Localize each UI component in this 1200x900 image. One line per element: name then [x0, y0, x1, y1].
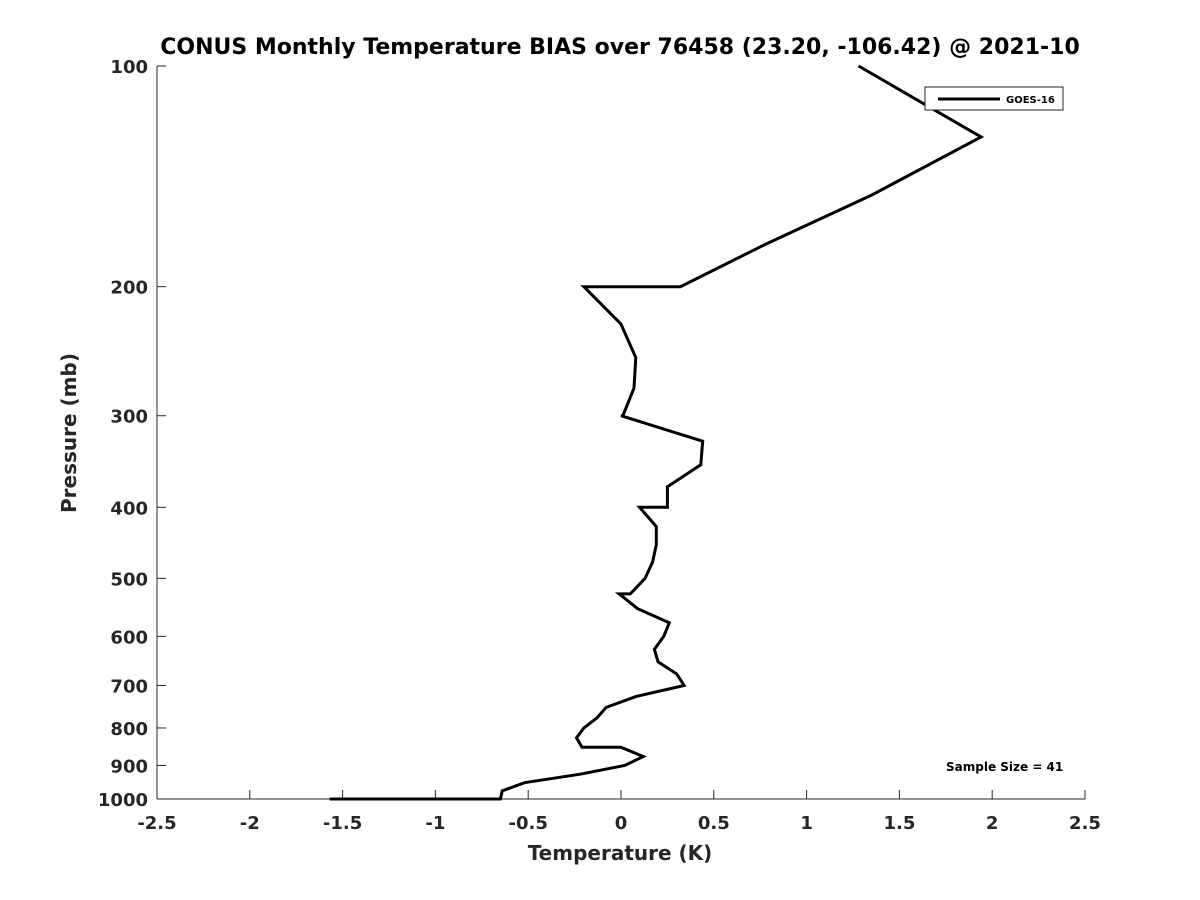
sample-size-annotation: Sample Size = 41	[946, 760, 1063, 774]
series-line-goes-16	[329, 64, 985, 801]
chart-title: CONUS Monthly Temperature BIAS over 7645…	[160, 35, 1080, 60]
y-tick-label: 700	[110, 676, 148, 697]
legend-label-goes-16: GOES-16	[1006, 95, 1055, 106]
x-tick-label: -2.5	[137, 813, 176, 834]
x-tick-label: 0	[615, 813, 628, 834]
x-tick-label: 2.5	[1069, 813, 1101, 834]
y-tick-label: 600	[110, 627, 148, 648]
y-tick-label: 1000	[98, 790, 148, 811]
x-axis-ticks: -2.5 -2 -1.5 -1 -0.5 0 0.5 1 1.5 2 2.5	[137, 790, 1101, 834]
x-tick-label: 0.5	[698, 813, 730, 834]
y-tick-label: 300	[110, 407, 148, 428]
y-tick-label: 100	[110, 57, 148, 78]
legend: GOES-16	[924, 86, 1064, 111]
series-layer	[329, 64, 985, 801]
y-tick-label: 400	[110, 498, 148, 519]
x-tick-label: 1	[800, 813, 813, 834]
y-axis-ticks: 100 200 300 400 500 600 700 800 900 1000	[98, 57, 166, 811]
y-tick-label: 200	[110, 278, 148, 299]
x-tick-label: 2	[986, 813, 999, 834]
x-tick-label: 1.5	[883, 813, 915, 834]
x-tick-label: -2	[240, 813, 260, 834]
x-tick-label: -1	[425, 813, 445, 834]
x-tick-label: -0.5	[509, 813, 548, 834]
y-tick-label: 800	[110, 719, 148, 740]
y-tick-label: 900	[110, 756, 148, 777]
y-axis-label: Pressure (mb)	[57, 353, 81, 513]
x-axis-label: Temperature (K)	[528, 841, 713, 865]
x-tick-label: -1.5	[323, 813, 362, 834]
y-tick-label: 500	[110, 569, 148, 590]
